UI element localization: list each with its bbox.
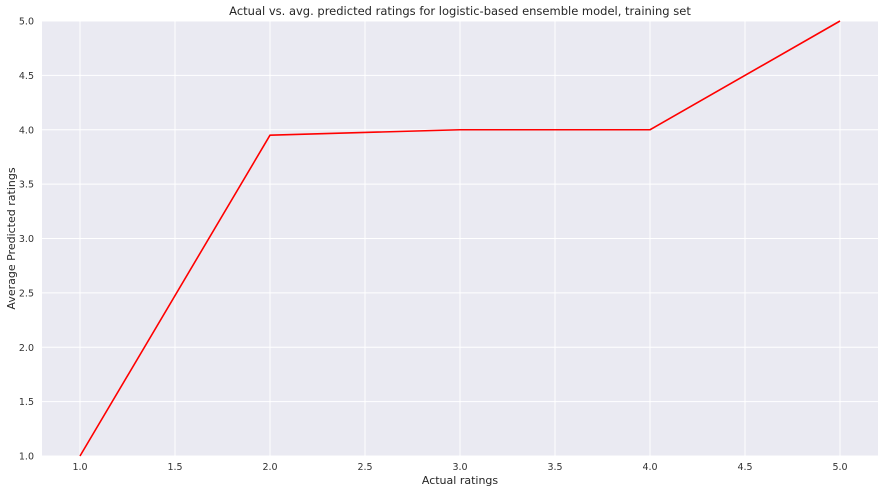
x-tick-label: 2.5 bbox=[357, 462, 372, 473]
x-tick-label: 5.0 bbox=[832, 462, 847, 473]
x-tick-label: 1.5 bbox=[167, 462, 182, 473]
series-group bbox=[79, 20, 841, 457]
y-tick-label: 4.5 bbox=[19, 71, 34, 82]
y-tick-labels: 1.0 1.5 2.0 2.5 3.0 3.5 4.0 4.5 5.0 bbox=[19, 17, 34, 463]
y-axis-title: Average Predicted ratings bbox=[5, 167, 18, 309]
y-tick-label: 1.5 bbox=[19, 397, 34, 408]
series-line bbox=[79, 20, 841, 457]
y-tick-label: 2.5 bbox=[19, 288, 34, 299]
y-tick-label: 4.0 bbox=[19, 125, 34, 136]
y-tick-label: 5.0 bbox=[19, 17, 34, 28]
x-tick-label: 2.0 bbox=[262, 462, 277, 473]
x-tick-label: 4.0 bbox=[642, 462, 657, 473]
x-tick-label: 1.0 bbox=[72, 462, 87, 473]
x-tick-label: 3.5 bbox=[547, 462, 562, 473]
y-tick-label: 3.5 bbox=[19, 180, 34, 191]
y-tick-label: 3.0 bbox=[19, 234, 34, 245]
grid bbox=[42, 20, 878, 457]
x-tick-label: 3.0 bbox=[452, 462, 467, 473]
x-axis-title: Actual ratings bbox=[422, 474, 499, 487]
x-tick-label: 4.5 bbox=[737, 462, 752, 473]
y-tick-label: 1.0 bbox=[19, 452, 34, 463]
y-tick-label: 2.0 bbox=[19, 343, 34, 354]
chart-title: Actual vs. avg. predicted ratings for lo… bbox=[229, 4, 691, 18]
x-tick-labels: 1.0 1.5 2.0 2.5 3.0 3.5 4.0 4.5 5.0 bbox=[72, 462, 847, 473]
